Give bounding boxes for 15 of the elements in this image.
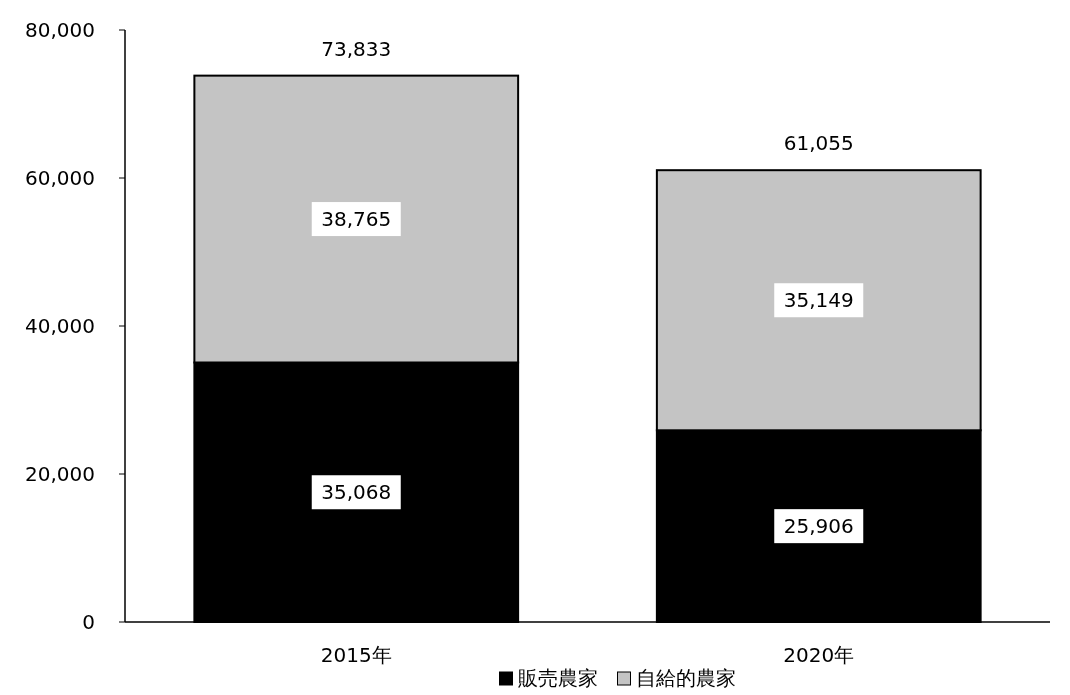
data-label: 35,149: [783, 288, 854, 313]
total-label: 61,055: [783, 131, 854, 156]
y-tick-label: 40,000: [25, 314, 95, 338]
legend-label: 販売農家: [517, 666, 598, 690]
x-tick-label: 2020年: [783, 643, 855, 667]
legend-label: 自給的農家: [635, 666, 736, 690]
data-label: 35,068: [321, 480, 392, 505]
y-tick-label: 80,000: [25, 18, 95, 42]
x-tick-label: 2015年: [320, 643, 392, 667]
data-label: 25,906: [783, 514, 854, 539]
total-label: 73,833: [321, 36, 392, 61]
y-tick-label: 60,000: [25, 166, 95, 190]
y-tick-label: 20,000: [25, 462, 95, 486]
data-label: 38,765: [321, 207, 392, 232]
y-tick-label: 0: [82, 610, 95, 634]
